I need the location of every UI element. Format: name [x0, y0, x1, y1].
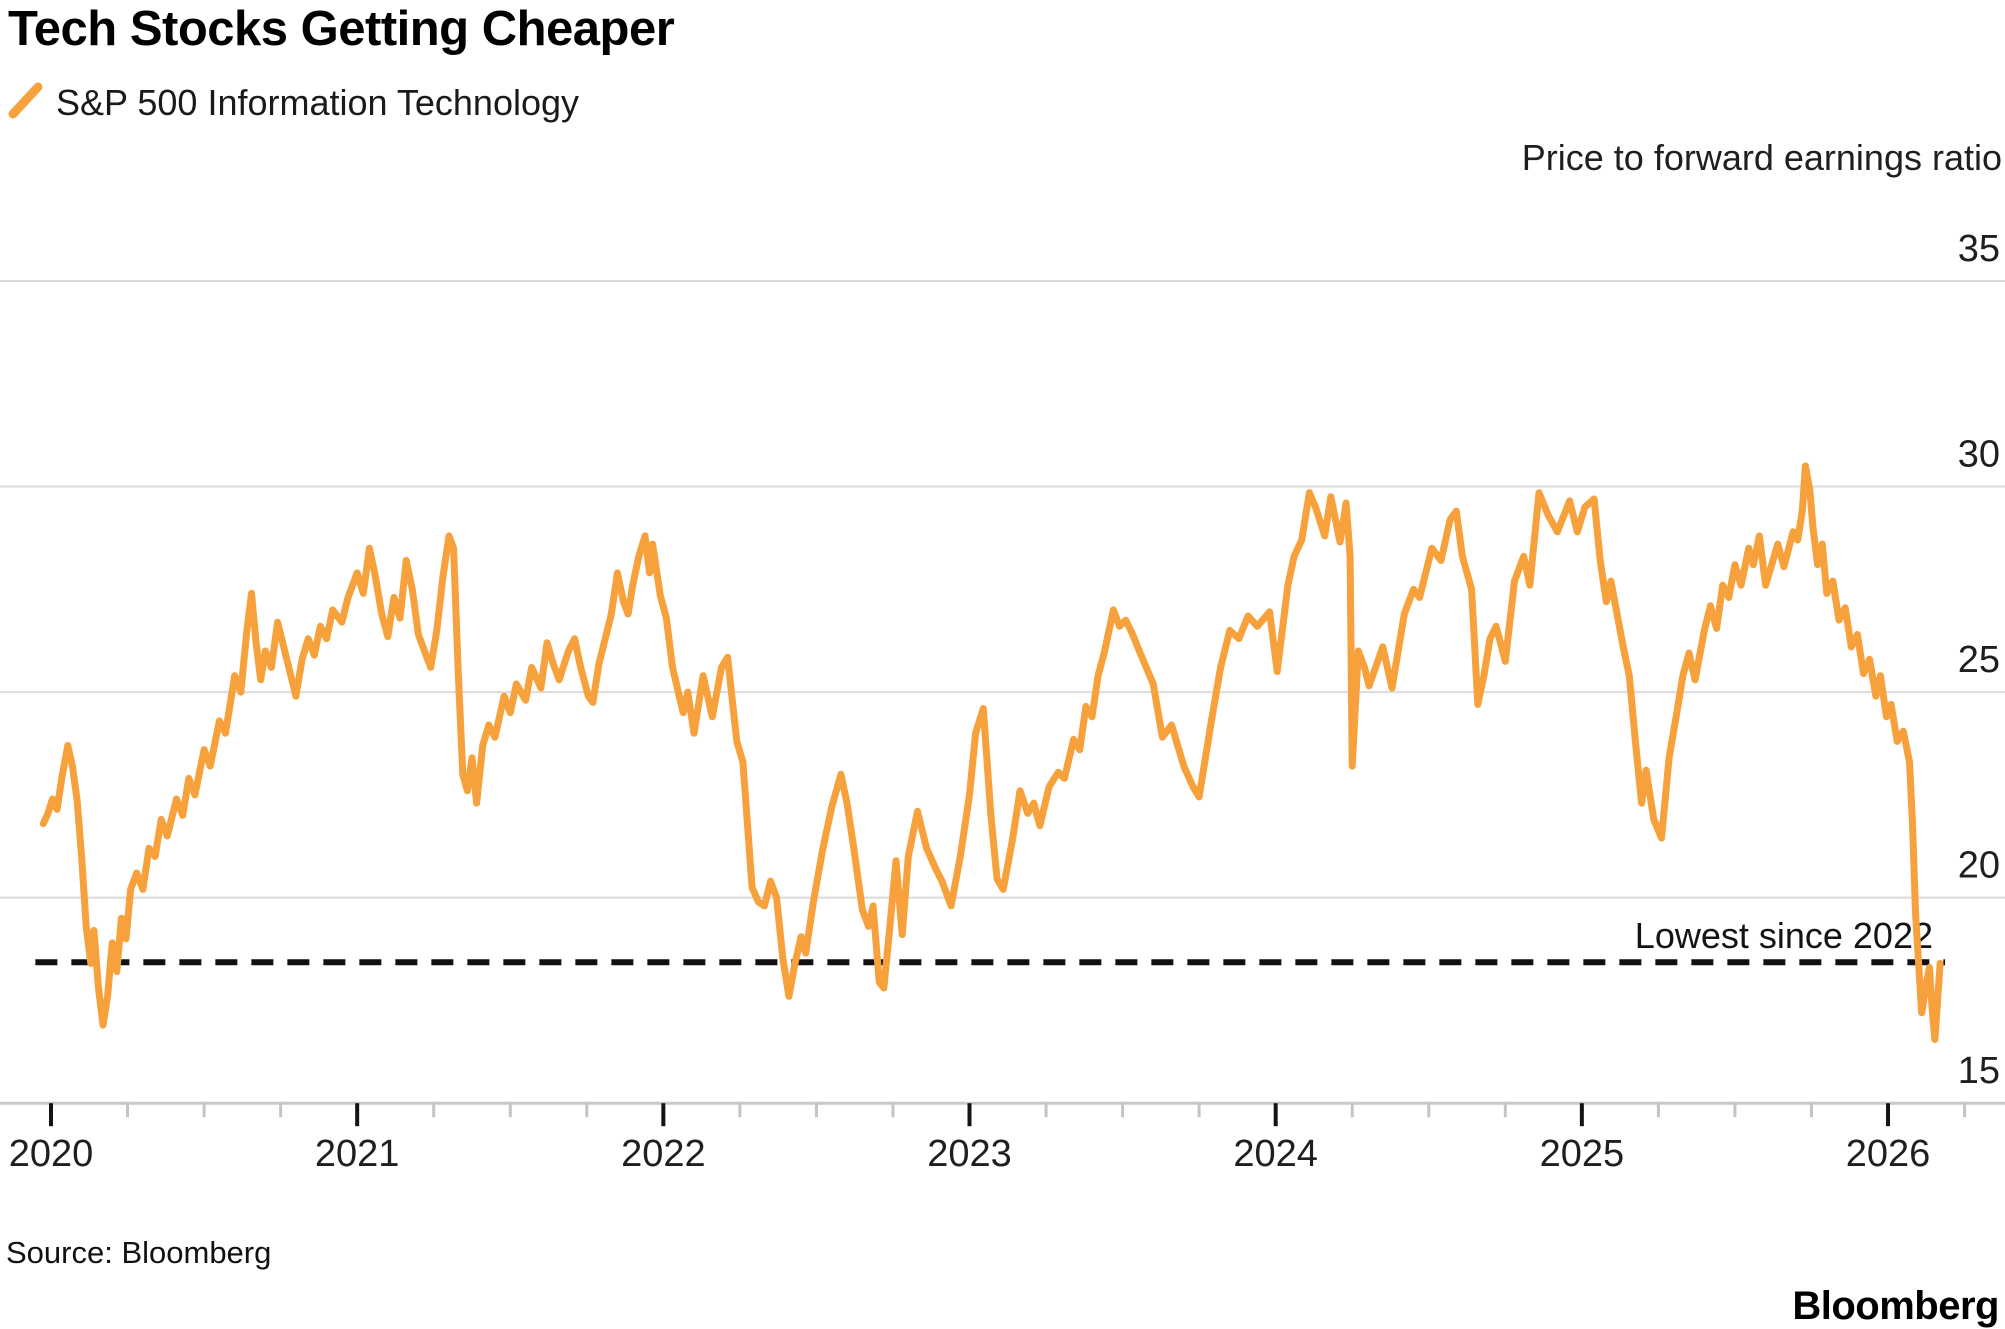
y-tick-label-15: 15 [1958, 1050, 2000, 1092]
x-tick-label-2022: 2022 [621, 1133, 706, 1175]
x-tick-label-2021: 2021 [315, 1133, 400, 1175]
axis-labels: 35 30 25 20 15 2020 2021 2022 2023 2024 2025 2026 [9, 228, 2000, 1175]
x-tick-label-2023: 2023 [927, 1133, 1012, 1175]
legend-label: S&P 500 Information Technology [56, 82, 580, 123]
legend: S&P 500 Information Technology [8, 82, 579, 124]
x-tick-label-2020: 2020 [9, 1133, 94, 1175]
gridlines [0, 280, 2005, 1105]
series-line-sp500-it [39, 462, 1944, 1043]
x-tick-label-2024: 2024 [1233, 1133, 1318, 1175]
annotation-lowest-since-2022: Lowest since 2022 [1635, 915, 1933, 956]
y-tick-label-25: 25 [1958, 639, 2000, 681]
axis-ticks [49, 1103, 1967, 1127]
source-note: Source: Bloomberg [6, 1235, 272, 1270]
series-swatch-slash-icon [8, 81, 44, 126]
y-tick-label-35: 35 [1958, 228, 2000, 270]
y-tick-label-30: 30 [1958, 434, 2000, 476]
y-axis-title: Price to forward earnings ratio [1522, 137, 2002, 178]
chart-title: Tech Stocks Getting Cheaper [8, 2, 675, 56]
y-tick-label-20: 20 [1958, 845, 2000, 887]
x-tick-label-2026: 2026 [1846, 1133, 1931, 1175]
bloomberg-logo: Bloomberg [1792, 1284, 1999, 1328]
x-tick-label-2025: 2025 [1540, 1133, 1625, 1175]
